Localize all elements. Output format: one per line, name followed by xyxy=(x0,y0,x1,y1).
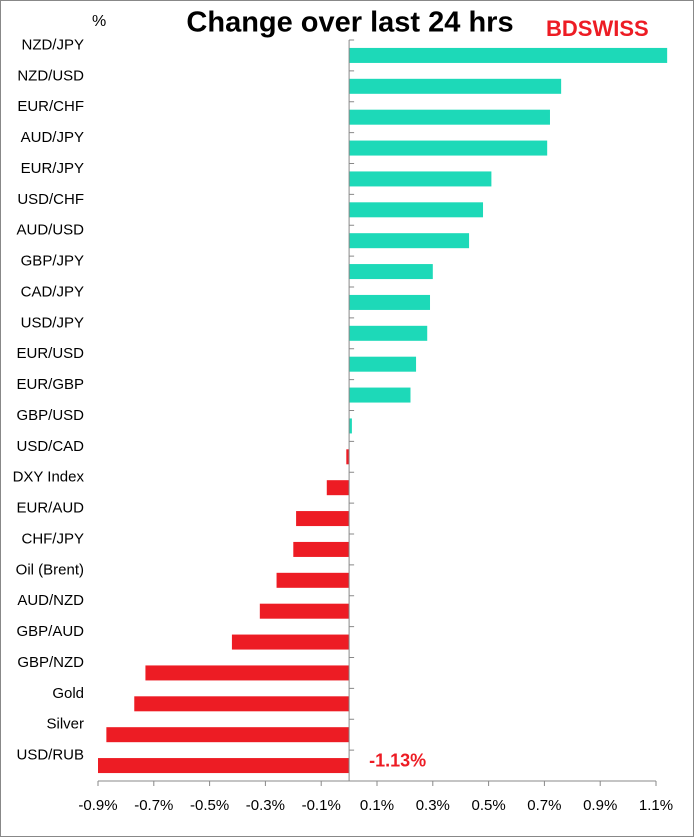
x-tick-label: -0.9% xyxy=(78,797,117,814)
y-tick-label: EUR/AUD xyxy=(16,500,84,517)
y-tick-label: Silver xyxy=(46,716,84,733)
plot-area xyxy=(98,47,668,774)
bar xyxy=(349,140,548,156)
x-tick-label: 0.7% xyxy=(527,797,561,814)
y-tick-label: GBP/NZD xyxy=(17,654,84,671)
y-tick-label: USD/CAD xyxy=(16,438,84,455)
bar xyxy=(346,449,350,465)
bar xyxy=(276,572,350,588)
bar xyxy=(231,634,350,650)
bar xyxy=(293,541,350,557)
chart-title: Change over last 24 hrs xyxy=(186,7,513,39)
y-tick-label: USD/RUB xyxy=(16,747,84,764)
bar xyxy=(349,233,470,249)
y-tick-label: Gold xyxy=(52,685,84,702)
bar xyxy=(349,294,431,310)
bar xyxy=(349,202,484,218)
bar xyxy=(296,511,350,527)
logo: BDSWISS xyxy=(546,16,649,41)
y-tick-label: CHF/JPY xyxy=(21,530,84,547)
y-tick-label: GBP/USD xyxy=(16,407,84,424)
y-tick-label: USD/CHF xyxy=(17,191,84,208)
bar xyxy=(349,387,411,403)
y-tick-label: EUR/USD xyxy=(16,345,84,362)
y-tick-label: CAD/JPY xyxy=(21,283,84,300)
bar xyxy=(98,758,350,774)
y-tick-label: Oil (Brent) xyxy=(16,561,84,578)
y-tick-label: NZD/USD xyxy=(17,67,84,84)
y-tick-label: AUD/JPY xyxy=(21,129,84,146)
bar xyxy=(134,696,350,712)
bar xyxy=(349,356,417,372)
x-tick-label: 0.3% xyxy=(416,797,450,814)
bar xyxy=(106,727,350,743)
y-tick-label: AUD/NZD xyxy=(17,592,84,609)
bar xyxy=(259,603,350,619)
y-tick-label: GBP/JPY xyxy=(21,253,84,270)
x-tick-label: 0.1% xyxy=(360,797,394,814)
bar xyxy=(349,264,433,280)
bar xyxy=(349,171,492,187)
bar xyxy=(349,325,428,341)
bar xyxy=(349,109,550,125)
x-tick-label: 1.1% xyxy=(639,797,673,814)
x-tick-label: -0.1% xyxy=(302,797,341,814)
x-tick-label: 0.9% xyxy=(583,797,617,814)
y-tick-label: USD/JPY xyxy=(21,314,84,331)
y-tick-label: NZD/JPY xyxy=(21,36,84,53)
y-tick-label: EUR/JPY xyxy=(21,160,84,177)
bar xyxy=(326,480,350,496)
value-label: -1.13% xyxy=(369,750,426,770)
x-tick-label: 0.5% xyxy=(471,797,505,814)
bar xyxy=(349,78,562,94)
y-tick-label: GBP/AUD xyxy=(16,623,84,640)
y-tick-label: DXY Index xyxy=(13,469,85,486)
bar xyxy=(349,47,668,63)
x-tick-label: -0.7% xyxy=(134,797,173,814)
bar xyxy=(349,418,352,434)
x-tick-label: -0.5% xyxy=(190,797,229,814)
unit-label: % xyxy=(92,13,106,30)
bar xyxy=(145,665,350,681)
x-tick-label: -0.3% xyxy=(246,797,285,814)
y-tick-label: AUD/USD xyxy=(16,222,84,239)
y-tick-label: EUR/CHF xyxy=(17,98,84,115)
y-tick-label: EUR/GBP xyxy=(16,376,84,393)
